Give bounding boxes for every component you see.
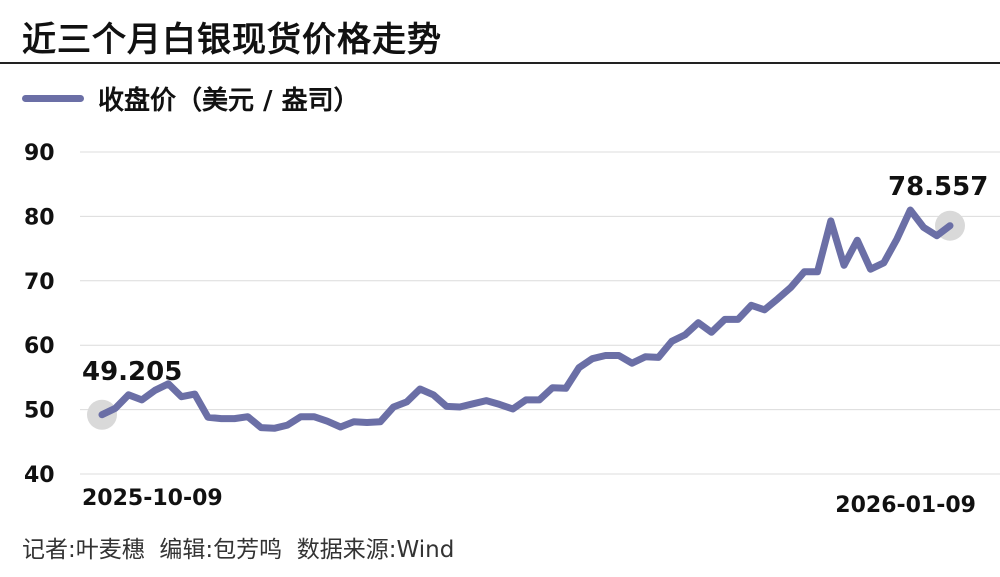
start-value-label: 49.205 — [82, 357, 182, 387]
y-tick-label: 70 — [24, 270, 55, 295]
y-tick-label: 50 — [24, 399, 55, 424]
end-value-label: 78.557 — [888, 172, 988, 202]
legend-label: 收盘价（美元 / 盎司） — [98, 85, 360, 116]
y-tick-label: 60 — [24, 334, 55, 359]
y-tick-label: 80 — [24, 205, 55, 230]
credits-footer: 记者:叶麦穗 编辑:包芳鸣 数据来源:Wind — [22, 537, 455, 563]
y-tick-label: 40 — [24, 463, 55, 488]
series-line — [98, 206, 954, 432]
x-end-date-label: 2026-01-09 — [835, 493, 976, 518]
y-tick-label: 90 — [24, 141, 55, 166]
chart-title: 近三个月白银现货价格走势 — [22, 20, 442, 60]
x-start-date-label: 2025-10-09 — [82, 486, 223, 511]
legend-swatch — [22, 94, 84, 102]
title-divider — [0, 62, 1000, 64]
legend: 收盘价（美元 / 盎司） — [22, 80, 360, 116]
